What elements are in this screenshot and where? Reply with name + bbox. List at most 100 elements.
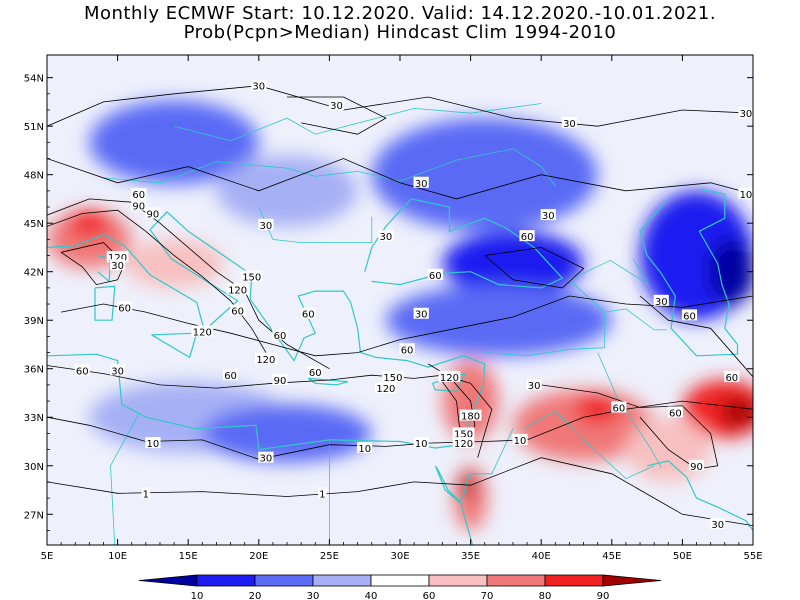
contour-label: 10 [358,444,371,455]
contour-label: 90 [690,462,703,473]
border-6 [329,439,330,545]
contour-label-bg [413,176,429,188]
precipitation-contour-layer [47,85,753,526]
contour-label: 60 [274,331,287,342]
contour-label: 30 [330,101,343,112]
chart-title-line-1: Monthly ECMWF Start: 10.12.2020. Valid: … [83,3,717,24]
colorbar-segment [254,574,314,587]
lon-label: 15E [179,551,198,562]
contour-label-bg [382,370,404,382]
contour-label: 60 [302,310,315,321]
contour-line-8 [47,457,753,526]
colorbar-segment [370,574,430,587]
contour-label-bg [74,364,90,376]
contour-label-bg [374,382,397,394]
contour-label: 120 [193,328,212,339]
contour-label: 60 [429,271,442,282]
lon-label: 50E [673,551,692,562]
region-ukraine-dry [371,118,598,232]
contour-label-bg [413,437,429,449]
contour-line-9 [541,384,719,470]
colorbar-label: 80 [539,591,552,600]
contour-label-bg [710,517,726,529]
contour-label-bg [413,307,429,319]
contour-label-bg [145,207,161,219]
lon-label: 10E [108,551,127,562]
contour-label-bg [512,433,528,445]
coastline-5 [436,467,470,503]
contour-label-bg [357,441,373,453]
contour-label: 60 [132,190,145,201]
region-black-sea-dry [442,231,584,296]
contour-label: 60 [401,345,414,356]
colorbar-segment [602,574,662,587]
colorbar-segment [544,574,604,587]
contour-label: 10 [147,439,160,450]
contour-label: 90 [274,376,287,387]
contour-label-bg [452,427,475,439]
contour-label-bg [106,251,129,263]
contour-label: 30 [415,179,428,190]
contour-label-bg [519,230,535,242]
contour-label: 10 [740,190,753,201]
contour-label: 30 [111,261,124,272]
contour-label-bg [141,487,151,499]
contour-label-bg [653,294,669,306]
coastline-8 [94,285,116,321]
coastline-6 [307,377,348,386]
contour-label: 30 [259,454,272,465]
contour-label: 30 [563,119,576,130]
contour-line-11 [639,295,753,378]
lat-label: 33N [24,413,44,424]
border-3 [484,279,606,357]
border-0 [103,148,556,187]
border-5 [469,428,514,475]
contour-label: 150 [454,429,473,440]
contour-label-bg [611,401,627,413]
lon-label: 40E [532,551,551,562]
contour-label-bg [688,459,705,471]
contour-label: 30 [655,297,668,308]
border-8 [597,352,662,468]
contour-label-bg [399,343,415,355]
contour-label-bg [540,209,556,221]
contour-label: 120 [440,373,459,384]
contour-label: 120 [376,384,395,395]
lon-label: 30E [390,551,409,562]
colorbar-segment [312,574,372,587]
contour-label-bg [191,325,214,337]
border-10 [569,258,649,285]
contour-line-6 [47,365,493,458]
region-alps-core [68,210,111,237]
border-1 [174,103,542,142]
colorbar-label: 30 [307,591,320,600]
contour-label-bg [222,369,239,381]
contour-label-bg [452,437,475,449]
colorbar-label: 10 [191,591,204,600]
contour-label: 90 [147,209,160,220]
contour-line-0 [47,85,753,127]
contour-label: 30 [528,381,541,392]
colorbar-segment [138,574,198,587]
contour-label: 30 [542,211,555,222]
contour-label: 30 [252,82,265,93]
contour-label: 1 [143,489,149,500]
coastline-3 [646,460,753,531]
contour-label: 60 [683,311,696,322]
lon-label: 45E [602,551,621,562]
contour-line-5 [61,295,753,357]
colorbar: 10 20 30 40 60 70 80 90 [138,574,662,600]
colorbar-label: 90 [597,591,610,600]
contour-label-bg [131,188,147,200]
contour-label-bg [738,107,753,119]
lon-label: 35E [461,551,480,562]
contour-label-bg [724,370,740,382]
contour-label: 30 [380,232,393,243]
contour-label-bg [300,307,316,319]
contour-label-bg [110,259,126,271]
colorbar-label: 70 [481,591,494,600]
contour-label: 60 [118,303,131,314]
contour-label-bg [307,365,323,377]
contour-label: 90 [132,201,145,212]
